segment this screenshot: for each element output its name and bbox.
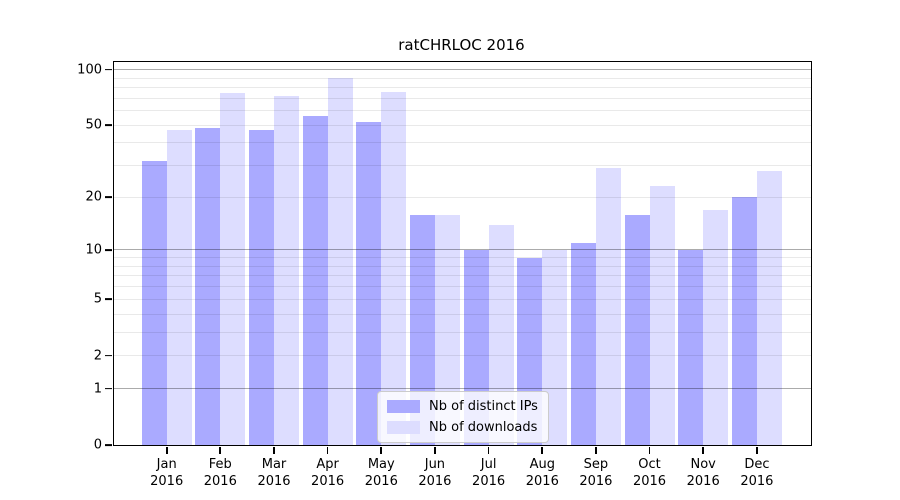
x-tick-mark	[219, 446, 222, 454]
legend-swatch-downloads	[387, 421, 420, 434]
legend-item-downloads: Nb of downloads	[387, 420, 538, 435]
bar-oct-downloads	[649, 186, 675, 445]
y-tick-mark	[105, 248, 113, 251]
x-tick-mark	[541, 446, 544, 454]
x-tick-mark	[273, 446, 275, 454]
bar-nov-downloads	[703, 209, 729, 445]
plot-area: Nb of distinct IPs Nb of downloads 100 50…	[77, 61, 812, 489]
x-tick-label: Mar 2016	[257, 457, 291, 489]
x-tick-label: Sep 2016	[579, 457, 613, 489]
y-tick-label: 2	[93, 348, 102, 364]
bar-dec-distinct-ips	[731, 197, 757, 445]
y-tick-label: 1	[93, 381, 102, 397]
y-tick-label: 20	[85, 189, 102, 205]
bar-oct-distinct-ips	[624, 214, 650, 445]
x-tick-label: Oct 2016	[632, 457, 667, 489]
y-tick-mark	[105, 68, 113, 71]
minor-gridline	[114, 124, 811, 126]
x-tick-mark	[434, 446, 436, 454]
y-tick-mark	[105, 298, 113, 301]
x-tick-mark	[702, 446, 705, 454]
x-tick-label: Jun 2016	[418, 457, 452, 489]
x-tick-label: Jul 2016	[472, 457, 506, 489]
chart-title: ratCHRLOC 2016	[398, 36, 525, 54]
x-tick-mark	[165, 446, 168, 454]
bar-apr-downloads	[327, 78, 353, 445]
y-tick-mark	[105, 444, 113, 446]
y-tick-label: 50	[85, 117, 102, 133]
minor-gridline	[114, 77, 811, 79]
y-tick-label: 0	[93, 437, 102, 453]
y-tick-mark	[105, 196, 113, 199]
bar-jan-distinct-ips	[141, 160, 167, 445]
x-tick-mark	[595, 446, 597, 454]
y-tick-mark	[105, 387, 113, 390]
x-tick-label: Apr 2016	[311, 457, 345, 489]
legend-label-downloads: Nb of downloads	[429, 420, 538, 435]
bar-feb-distinct-ips	[195, 128, 221, 445]
x-tick-label: May 2016	[364, 457, 398, 489]
x-tick-label: Feb 2016	[203, 457, 237, 489]
y-tick-label: 10	[85, 242, 102, 258]
x-tick-label: Jan 2016	[150, 457, 184, 489]
bar-sep-downloads	[595, 168, 621, 445]
x-tick-mark	[756, 446, 758, 454]
x-tick-label: Nov 2016	[686, 457, 720, 489]
bar-may-distinct-ips	[356, 122, 382, 445]
minor-gridline	[114, 97, 811, 99]
x-tick-mark	[380, 446, 383, 454]
y-tick-label: 100	[77, 62, 102, 77]
bar-apr-distinct-ips	[302, 116, 328, 445]
bar-mar-distinct-ips	[249, 130, 274, 445]
minor-gridline	[114, 110, 811, 111]
y-tick-mark	[105, 354, 113, 357]
legend-item-distinct-ips: Nb of distinct IPs	[387, 399, 538, 414]
bar-sep-distinct-ips	[570, 242, 596, 445]
legend: Nb of distinct IPs Nb of downloads	[377, 391, 549, 443]
x-tick-mark	[648, 446, 651, 454]
x-tick-mark	[487, 446, 490, 454]
x-tick-label: Dec 2016	[740, 457, 774, 489]
bar-dec-downloads	[756, 171, 782, 445]
x-tick-label: Aug 2016	[525, 457, 559, 489]
y-tick-label: 5	[93, 291, 102, 307]
bar-may-downloads	[381, 91, 407, 445]
bar-mar-downloads	[274, 95, 299, 445]
legend-label-distinct-ips: Nb of distinct IPs	[429, 399, 538, 414]
bar-feb-downloads	[220, 92, 246, 445]
minor-gridline	[114, 87, 811, 88]
y-tick-mark	[105, 124, 113, 126]
bar-nov-distinct-ips	[678, 249, 704, 445]
legend-swatch-distinct-ips	[387, 400, 420, 413]
x-tick-mark	[326, 446, 329, 454]
major-gridline	[114, 68, 811, 71]
bar-jan-downloads	[166, 130, 192, 445]
